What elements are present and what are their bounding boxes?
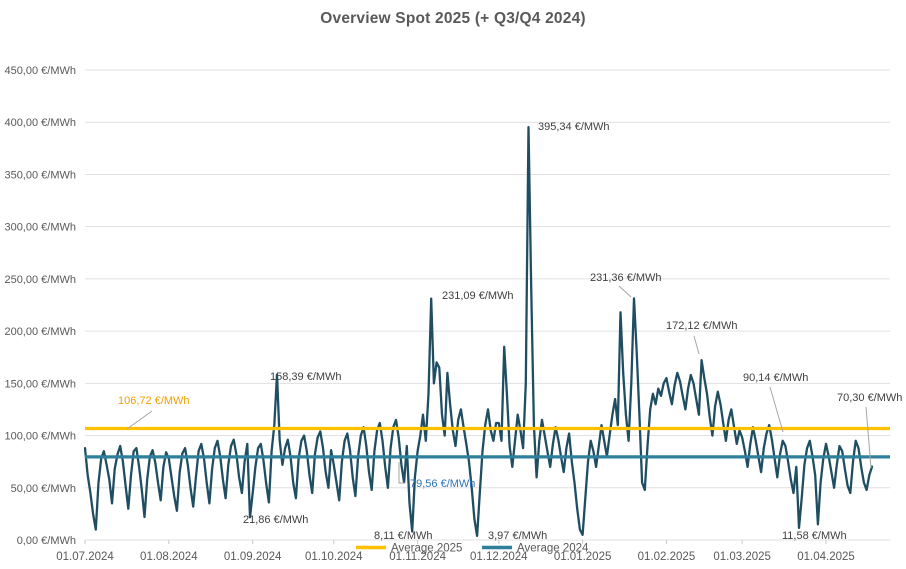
annotation-label: 21,86 €/MWh — [243, 514, 308, 526]
y-axis-tick-label: 450,00 €/MWh — [4, 65, 76, 77]
annotation-leader — [693, 335, 700, 355]
spot-price-line — [83, 125, 874, 538]
y-axis-tick-label: 150,00 €/MWh — [4, 378, 76, 390]
annotation-leader — [865, 406, 872, 469]
annotation-label: 11,58 €/MWh — [782, 530, 847, 542]
y-axis-tick-label: 350,00 €/MWh — [4, 169, 76, 181]
x-axis-tick-label: 01.02.2025 — [638, 551, 696, 563]
annotation-leader — [618, 285, 632, 298]
y-axis-tick-label: 300,00 €/MWh — [4, 222, 76, 234]
annotation-label: 231,09 €/MWh — [442, 290, 514, 302]
legend-label-average-2024: Average 2024 — [517, 543, 589, 555]
y-axis-tick-label: 100,00 €/MWh — [4, 431, 76, 443]
annotation-label: 231,36 €/MWh — [590, 272, 662, 284]
annotation-leader — [398, 462, 405, 484]
legend-label-average-2025: Average 2025 — [391, 543, 462, 555]
annotation-label: 8,11 €/MWh — [374, 530, 433, 542]
x-axis-tick-label: 01.03.2025 — [713, 551, 771, 563]
annotation-label: 70,30 €/MWh — [837, 392, 902, 404]
annotation-label: 172,12 €/MWh — [666, 320, 738, 332]
x-axis-tick-label: 01.09.2024 — [224, 551, 282, 563]
x-axis-tick-label: 01.12.2024 — [470, 551, 528, 563]
y-axis-tick-label: 50,00 €/MWh — [11, 483, 76, 495]
annotation-label: 3,97 €/MWh — [488, 530, 547, 542]
annotation-label: 158,39 €/MWh — [270, 371, 342, 383]
annotation-leader — [769, 386, 784, 433]
x-axis-tick-label: 01.01.2025 — [554, 551, 612, 563]
chart-title: Overview Spot 2025 (+ Q3/Q4 2024) — [320, 10, 586, 27]
y-axis-tick-label: 200,00 €/MWh — [4, 326, 76, 338]
annotation-label: 90,14 €/MWh — [743, 372, 808, 384]
y-axis-tick-label: 0,00 €/MWh — [17, 535, 76, 547]
annotation-leader — [126, 410, 153, 430]
x-axis-tick-label: 01.11.2024 — [389, 551, 446, 563]
y-axis-tick-label: 250,00 €/MWh — [4, 274, 76, 286]
x-axis-tick-label: 01.04.2025 — [797, 551, 855, 563]
x-axis-tick-label: 01.07.2024 — [56, 551, 114, 563]
x-axis-tick-label: 01.10.2024 — [305, 551, 363, 563]
y-axis-tick-label: 400,00 €/MWh — [4, 117, 76, 129]
annotation-label: 395,34 €/MWh — [538, 121, 610, 133]
x-axis-tick-label: 01.08.2024 — [140, 551, 198, 563]
annotation-label: 79,56 €/MWh — [410, 478, 475, 490]
annotation-label: 106,72 €/MWh — [118, 395, 190, 407]
